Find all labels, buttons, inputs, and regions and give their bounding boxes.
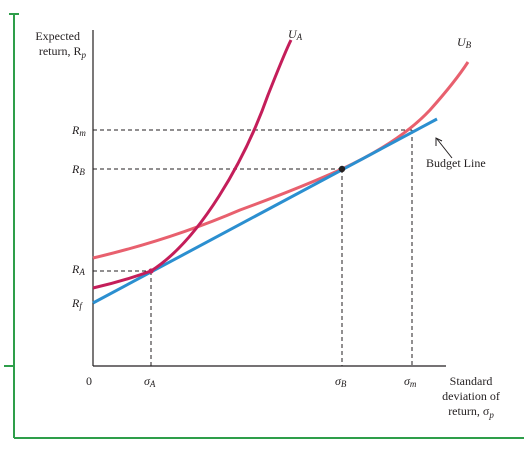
curve-label-ub: UB bbox=[457, 35, 472, 50]
y-axis-label-line2: return, Rp bbox=[39, 44, 87, 60]
y-tick-ra: RA bbox=[71, 262, 85, 277]
x-tick-sigma-b: σB bbox=[335, 374, 347, 389]
curve-label-ua: UA bbox=[288, 27, 303, 42]
x-axis-label-line2: deviation of bbox=[442, 389, 500, 403]
y-tick-rf: Rf bbox=[71, 296, 83, 311]
x-tick-sigma-a: σA bbox=[144, 374, 156, 389]
point-tangency-a bbox=[148, 268, 154, 274]
indifference-curve-ua bbox=[92, 39, 293, 290]
indifference-curve-ub bbox=[92, 61, 470, 260]
x-axis-label-line3: return, σp bbox=[448, 404, 494, 420]
page-frame bbox=[4, 13, 524, 439]
y-tick-rm: Rm bbox=[71, 123, 86, 138]
x-axis-label: Standard bbox=[450, 374, 493, 388]
budget-line bbox=[92, 117, 438, 305]
y-tick-rb: RB bbox=[71, 162, 85, 177]
axes bbox=[92, 30, 446, 367]
x-tick-sigma-m: σm bbox=[404, 374, 417, 389]
budget-line-arrow bbox=[435, 137, 453, 159]
y-axis-label: Expected bbox=[35, 29, 80, 43]
point-tangency-b bbox=[338, 165, 346, 173]
budget-line-label: Budget Line bbox=[426, 156, 486, 170]
guide-lines bbox=[93, 129, 413, 366]
x-origin-label: 0 bbox=[86, 374, 92, 388]
